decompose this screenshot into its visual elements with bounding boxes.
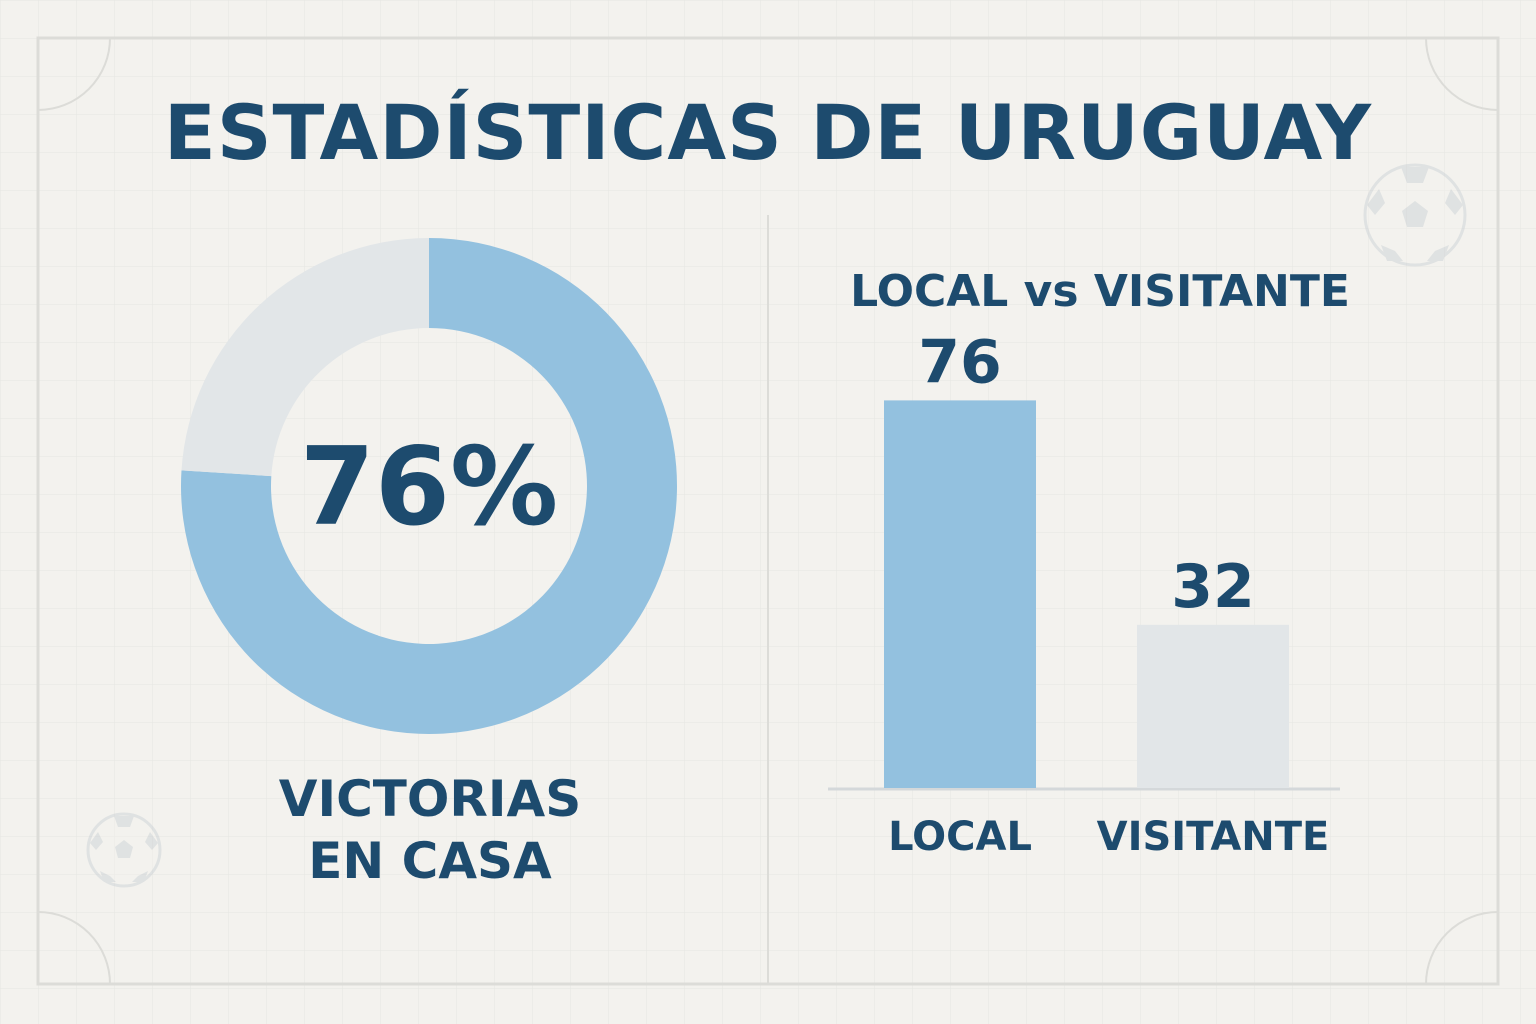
donut-center-label: 76% <box>300 425 559 550</box>
bar-visitante <box>1137 624 1289 788</box>
page-title: ESTADÍSTICAS DE URUGUAY <box>163 88 1373 177</box>
bar-category-label: LOCAL <box>888 814 1032 860</box>
soccer-ball-icon <box>86 812 162 888</box>
soccer-ball-icon <box>1363 163 1467 267</box>
bar-category-label: VISITANTE <box>1097 814 1330 860</box>
donut-caption: VICTORIAS EN CASA <box>230 768 630 892</box>
bar-data-label: 32 <box>1171 552 1255 622</box>
bar-chart-title: LOCAL vs VISITANTE <box>850 266 1350 317</box>
donut-caption-line-2: EN CASA <box>308 832 552 890</box>
bar-data-label: 76 <box>918 327 1002 397</box>
donut-caption-line-1: VICTORIAS <box>278 770 582 828</box>
bar-local <box>884 400 1036 788</box>
donut-slice-1 <box>181 238 429 477</box>
donut-slice-0 <box>181 238 677 735</box>
